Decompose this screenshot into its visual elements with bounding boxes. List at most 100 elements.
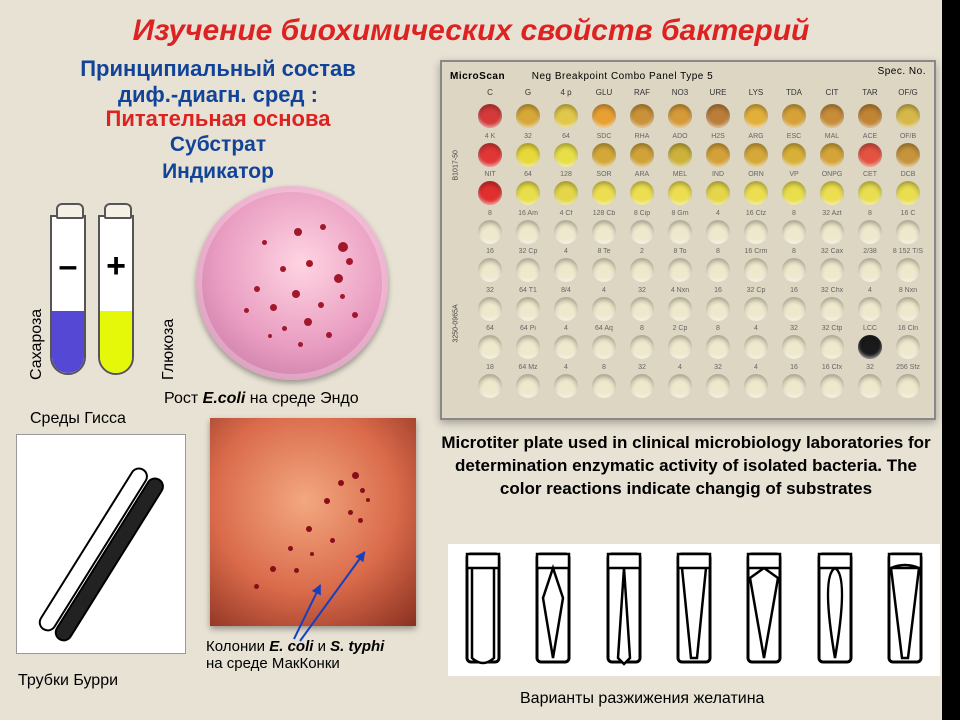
burri-caption: Трубки Бурри xyxy=(18,672,118,690)
hiss-caption: Среды Гисса xyxy=(30,410,126,428)
hiss-tubes: – + xyxy=(42,215,146,395)
plate-well: ACE xyxy=(852,104,888,141)
plate-well: ORN xyxy=(738,143,774,180)
hiss-right-label: Глюкоза xyxy=(160,319,178,380)
plate-col-header: G xyxy=(510,88,546,102)
plate-well xyxy=(738,374,774,411)
plate-well: 16 xyxy=(776,258,812,295)
gelatin-tube-5 xyxy=(738,548,790,668)
plate-well: 4 xyxy=(738,297,774,334)
plate-caption: Microtiter plate used in clinical microb… xyxy=(436,432,936,501)
plate-well: 256 Sfz xyxy=(890,335,926,372)
plate-well: MEL xyxy=(662,143,698,180)
macconkey-caption: Колонии E. coli и S. typhi на среде МакК… xyxy=(206,638,436,672)
plate-well xyxy=(776,374,812,411)
gelatin-tube-3 xyxy=(598,548,650,668)
gelatin-tubes xyxy=(448,544,940,676)
plate-spec: Spec. No. xyxy=(878,66,926,77)
plate-well: 32 xyxy=(472,258,508,295)
plate-well: 32 Azt xyxy=(814,181,850,218)
plate-col-header: 4 p xyxy=(548,88,584,102)
plate-well: 16 Cfx xyxy=(814,335,850,372)
plate-well xyxy=(814,374,850,411)
plate-well: 64 xyxy=(548,104,584,141)
plate-well: 8 To xyxy=(662,220,698,257)
plate-well: 8 xyxy=(700,297,736,334)
gelatin-tube-7 xyxy=(879,548,931,668)
plate-well: 16 xyxy=(472,220,508,257)
plate-col-header: TDA xyxy=(776,88,812,102)
plate-well xyxy=(700,374,736,411)
plate-well: 4 xyxy=(852,258,888,295)
hiss-left-label: Сахароза xyxy=(28,309,46,380)
burri-tubes xyxy=(16,434,186,654)
subtitle-line-1: Принципиальный состав xyxy=(18,56,418,82)
plate-well: 32 Chx xyxy=(814,258,850,295)
plate-well: 4 xyxy=(548,220,584,257)
plate-well: 32 Ctp xyxy=(814,297,850,334)
plate-well: 32 xyxy=(700,335,736,372)
page-title: Изучение биохимических свойств бактерий xyxy=(0,14,942,48)
plate-well: DCB xyxy=(890,143,926,180)
plate-well: SDC xyxy=(586,104,622,141)
plate-well: OF/B xyxy=(890,104,926,141)
plate-well: 32 xyxy=(776,297,812,334)
gelatin-tube-6 xyxy=(809,548,861,668)
plate-well: 4 Cf xyxy=(548,181,584,218)
plate-col-header: RAF xyxy=(624,88,660,102)
plate-well: 64 xyxy=(510,143,546,180)
petri-endo xyxy=(196,186,388,380)
plate-well: ADO xyxy=(662,104,698,141)
plate-well xyxy=(624,374,660,411)
plate-well: 18 xyxy=(472,335,508,372)
gelatin-tube-2 xyxy=(527,548,579,668)
plate-well: ONPG xyxy=(814,143,850,180)
subtitle-line-3: Питательная основа xyxy=(18,106,418,132)
plate-col-header: GLU xyxy=(586,88,622,102)
plate-well xyxy=(586,374,622,411)
plate-well: 16 Cln xyxy=(890,297,926,334)
plate-well: 16 C xyxy=(890,181,926,218)
plate-well: 32 Cp xyxy=(738,258,774,295)
plate-well: 8/4 xyxy=(548,258,584,295)
plate-well xyxy=(472,374,508,411)
plate-well: CET xyxy=(852,143,888,180)
plate-well: 4 xyxy=(548,297,584,334)
plate-well xyxy=(852,374,888,411)
plate-well xyxy=(890,374,926,411)
endo-caption: Рост E.coli на среде Эндо xyxy=(164,390,359,408)
plate-well: MAL xyxy=(814,104,850,141)
plate-model: Neg Breakpoint Combo Panel Type 5 xyxy=(532,71,713,82)
plate-col-header: C xyxy=(472,88,508,102)
plate-well: 64 xyxy=(472,297,508,334)
plate-well: 4 Nxn xyxy=(662,258,698,295)
subtitle-line-4: Субстрат xyxy=(18,133,418,157)
plate-well: 8 xyxy=(852,181,888,218)
plate-well: 8 Nxn xyxy=(890,258,926,295)
side-accent-bar xyxy=(942,0,960,720)
plate-well: 4 xyxy=(586,258,622,295)
plate-well: 128 Cb xyxy=(586,181,622,218)
plate-well: LCC xyxy=(852,297,888,334)
plate-well: 8 xyxy=(776,181,812,218)
plate-well: 16 xyxy=(700,258,736,295)
plate-well: 32 xyxy=(510,104,546,141)
subtitle-line-2: диф.-диагн. сред : xyxy=(18,82,418,108)
subtitle-line-5: Индикатор xyxy=(18,160,418,184)
microtiter-plate: MicroScan Neg Breakpoint Combo Panel Typ… xyxy=(440,60,936,420)
plate-well: 16 Ctz xyxy=(738,181,774,218)
plate-well: ESC xyxy=(776,104,812,141)
plate-well: H2S xyxy=(700,104,736,141)
plate-well: VP xyxy=(776,143,812,180)
plate-well: 4 K xyxy=(472,104,508,141)
plate-well: RHA xyxy=(624,104,660,141)
hiss-right-sign: + xyxy=(100,247,132,286)
plate-well: 4 xyxy=(738,335,774,372)
plate-well: 128 xyxy=(548,143,584,180)
plate-well: 32 xyxy=(624,258,660,295)
plate-col-header: CIT xyxy=(814,88,850,102)
plate-well xyxy=(510,374,546,411)
plate-well: 2 xyxy=(624,220,660,257)
plate-well xyxy=(662,374,698,411)
plate-col-header: LYS xyxy=(738,88,774,102)
